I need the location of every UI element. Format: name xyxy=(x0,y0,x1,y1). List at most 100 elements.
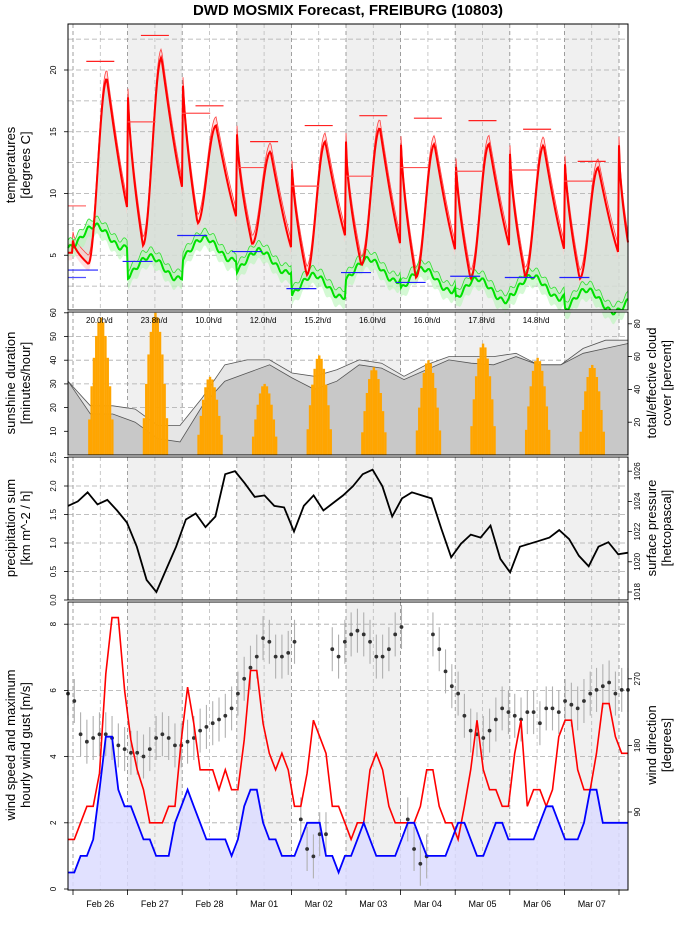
sunshine-bar xyxy=(206,379,209,455)
xtick-label: Feb 27 xyxy=(141,899,169,909)
xtick-label: Feb 28 xyxy=(195,899,223,909)
xtick-label: Mar 06 xyxy=(523,899,551,909)
sunshine-bar xyxy=(547,429,551,455)
direction-point xyxy=(154,736,158,740)
direction-point xyxy=(399,625,404,629)
direction-point xyxy=(78,732,83,737)
direction-ylabel-line: wind direction xyxy=(644,705,659,786)
sunshine-bar xyxy=(204,387,207,455)
wind-panel xyxy=(66,605,630,889)
pressure-ytick: 1022 xyxy=(633,522,642,540)
sunshine-bar xyxy=(415,430,419,455)
sunshine-bar xyxy=(163,383,166,455)
direction-point xyxy=(97,732,102,737)
sunshine-bar xyxy=(315,358,319,455)
sunshine-bar xyxy=(208,376,212,455)
direction-point xyxy=(122,747,127,751)
sunshine-bar xyxy=(543,386,546,455)
direction-point xyxy=(305,847,310,851)
sunshine-bar xyxy=(108,386,112,455)
direction-point xyxy=(254,654,259,659)
direction-point xyxy=(412,847,416,851)
sunshine-bar xyxy=(595,377,599,455)
daily-sunshine-label: 20.0h/d xyxy=(86,316,113,325)
direction-point xyxy=(361,632,366,637)
dewpoint-line xyxy=(67,222,629,316)
sunshine-bar xyxy=(197,434,200,455)
cloud-ytick: 40 xyxy=(633,384,642,393)
precip-ytick: 1.0 xyxy=(49,537,58,549)
sunshine-bar xyxy=(534,361,537,455)
cloud-ylabel-line: cover [percent] xyxy=(659,340,674,426)
sunshine-bar xyxy=(429,363,432,455)
pressure-ytick: 1020 xyxy=(633,552,642,570)
sunshine-bar xyxy=(361,432,364,455)
cloud-ytick: 20 xyxy=(633,417,642,426)
precip-ytick: 0.5 xyxy=(49,565,58,577)
direction-point xyxy=(280,654,284,659)
pressure-ytick: 1018 xyxy=(633,583,642,601)
temp-ylabel-line: [degrees C] xyxy=(18,131,33,198)
sun-ylabel: sunshine duration[minutes/hour] xyxy=(3,332,33,435)
sunshine-bar xyxy=(154,312,157,455)
sunshine-bar xyxy=(158,331,162,455)
sunshine-bar xyxy=(220,434,223,455)
daily-sunshine-label: 23.8h/d xyxy=(141,316,168,325)
sunshine-bar xyxy=(88,419,91,455)
sunshine-bar xyxy=(308,405,312,455)
direction-point xyxy=(349,632,354,637)
direction-point xyxy=(324,832,328,837)
sunshine-bar xyxy=(256,404,259,455)
xtick-label: Mar 07 xyxy=(578,899,606,909)
sunshine-bar xyxy=(581,409,585,455)
wind-ytick: 2 xyxy=(49,820,58,825)
sunshine-bar xyxy=(199,415,203,455)
direction-point xyxy=(582,699,586,703)
sunshine-bar xyxy=(368,379,371,455)
sunshine-bar xyxy=(215,399,219,455)
direction-point xyxy=(368,639,372,644)
cloud-ytick: 60 xyxy=(633,352,642,361)
dew-uncertainty-band xyxy=(68,216,628,325)
pressure-ylabel-line: [hetcopascal] xyxy=(659,490,674,567)
pressure-panel xyxy=(67,468,629,594)
sunshine-bar xyxy=(272,419,276,455)
sunshine-bar xyxy=(381,411,385,455)
xtick-label: Mar 02 xyxy=(305,899,333,909)
sunshine-bar xyxy=(591,364,594,455)
sun-ylabel-line: [minutes/hour] xyxy=(18,342,33,424)
direction-point xyxy=(267,639,272,644)
direction-point xyxy=(103,732,108,737)
direction-point xyxy=(336,654,341,659)
direction-point xyxy=(456,691,461,696)
direction-point xyxy=(506,710,511,714)
sunshine-bar xyxy=(329,429,332,455)
direction-point xyxy=(393,632,398,637)
direction-point xyxy=(210,721,215,726)
sunshine-bar xyxy=(218,415,221,455)
direction-point xyxy=(248,665,253,670)
direction-point xyxy=(613,691,618,696)
direction-point xyxy=(405,817,410,822)
direction-point xyxy=(355,628,360,633)
direction-point xyxy=(204,725,209,729)
sunshine-bar xyxy=(327,405,330,455)
sunshine-bar xyxy=(493,426,496,455)
temp-ytick: 10 xyxy=(49,189,58,198)
wind-ylabel: wind speed and maximumhourly wind gust [… xyxy=(3,669,33,821)
sunshine-bar xyxy=(486,358,489,455)
precip-ytick: 1.5 xyxy=(49,508,58,520)
sunshine-bar xyxy=(365,392,369,455)
sunshine-bar xyxy=(104,335,107,455)
direction-point xyxy=(242,676,247,681)
sunshine-bar xyxy=(99,317,103,455)
sun-ytick: 40 xyxy=(49,355,58,364)
direction-point xyxy=(431,632,435,637)
sunshine-bar xyxy=(438,430,442,455)
sunshine-bar xyxy=(313,368,316,455)
direction-point xyxy=(556,710,561,714)
chart-title: DWD MOSMIX Forecast, FREIBURG (10803) xyxy=(192,2,504,19)
sunshine-bar xyxy=(477,358,480,455)
dew-upper-line xyxy=(67,215,629,308)
direction-point xyxy=(386,647,391,652)
